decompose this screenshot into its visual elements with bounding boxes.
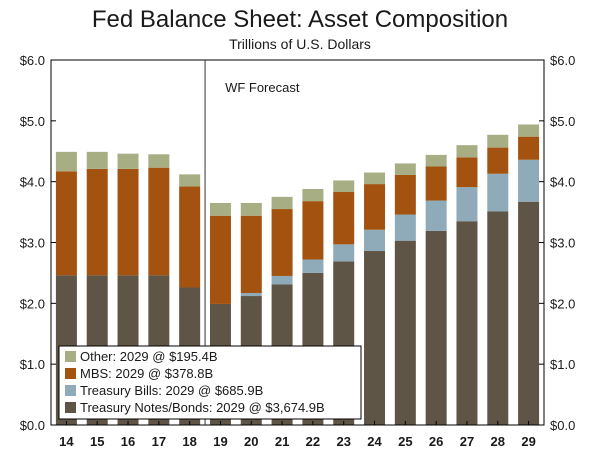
y-tick-label-left: $6.0 <box>20 53 45 68</box>
bar-segment-mbs-20 <box>240 215 262 293</box>
bar-segment-treasury-bills-21 <box>271 275 293 285</box>
legend-label: Other: 2029 @ $195.4B <box>80 349 218 364</box>
bar-segment-treasury-bills-29 <box>518 159 540 202</box>
x-tick-label: 14 <box>59 434 74 449</box>
x-tick-label: 29 <box>521 434 535 449</box>
bar-segment-treasury-bills-25 <box>394 214 416 241</box>
bar-segment-mbs-29 <box>518 136 540 160</box>
bar-segment-mbs-22 <box>302 201 324 260</box>
y-tick-label-left: $3.0 <box>20 236 45 251</box>
legend-swatch <box>65 368 76 379</box>
bar-segment-other-28 <box>487 134 509 148</box>
bar-segment-mbs-26 <box>425 166 447 201</box>
legend-swatch <box>65 402 76 413</box>
legend-swatch <box>65 351 76 362</box>
bar-segment-other-26 <box>425 154 447 167</box>
bar-segment-treasury-notes-bonds-24 <box>364 251 386 425</box>
x-tick-label: 28 <box>491 434 505 449</box>
y-tick-label-right: $3.0 <box>550 236 575 251</box>
bar-segment-other-29 <box>518 124 540 137</box>
bar-segment-mbs-28 <box>487 147 509 174</box>
bar-segment-mbs-17 <box>148 167 170 276</box>
y-tick-label-left: $5.0 <box>20 114 45 129</box>
bar-segment-mbs-27 <box>456 157 478 188</box>
x-tick-label: 19 <box>213 434 227 449</box>
bar-segment-mbs-21 <box>271 209 293 276</box>
x-tick-label: 21 <box>275 434 289 449</box>
bar-segment-other-23 <box>333 180 355 193</box>
legend-swatch <box>65 385 76 396</box>
chart-subtitle: Trillions of U.S. Dollars <box>229 36 371 52</box>
x-tick-label: 15 <box>90 434 104 449</box>
bar-segment-treasury-notes-bonds-28 <box>487 211 509 425</box>
bar-segment-other-19 <box>209 202 231 216</box>
bar-segment-other-25 <box>394 163 416 175</box>
x-tick-label: 20 <box>244 434 258 449</box>
bar-segment-other-27 <box>456 145 478 158</box>
y-tick-label-left: $2.0 <box>20 296 45 311</box>
y-tick-label-right: $6.0 <box>550 53 575 68</box>
x-tick-label: 23 <box>336 434 350 449</box>
x-tick-label: 17 <box>152 434 166 449</box>
bar-segment-mbs-23 <box>333 192 355 245</box>
bar-segment-treasury-bills-27 <box>456 187 478 222</box>
bar-segment-other-22 <box>302 188 324 202</box>
legend-label: Treasury Notes/Bonds: 2029 @ $3,674.9B <box>80 400 325 415</box>
bar-segment-treasury-notes-bonds-26 <box>425 230 447 425</box>
x-tick-label: 27 <box>460 434 474 449</box>
bar-segment-mbs-25 <box>394 174 416 215</box>
bar-segment-mbs-16 <box>117 168 139 276</box>
chart-title: Fed Balance Sheet: Asset Composition <box>91 6 509 33</box>
forecast-annotation: WF Forecast <box>225 80 300 95</box>
x-tick-label: 22 <box>306 434 320 449</box>
bar-segment-treasury-notes-bonds-27 <box>456 221 478 425</box>
bar-segment-other-21 <box>271 196 293 210</box>
y-tick-label-right: $0.0 <box>550 418 575 433</box>
legend-label: MBS: 2029 @ $378.8B <box>80 366 213 381</box>
bar-segment-other-18 <box>179 174 201 187</box>
y-tick-label-right: $2.0 <box>550 296 575 311</box>
bar-segment-other-16 <box>117 153 139 169</box>
bar-segment-treasury-bills-20 <box>240 292 262 297</box>
bar-segment-treasury-notes-bonds-25 <box>394 240 416 425</box>
bar-segment-other-20 <box>240 202 262 216</box>
bar-segment-other-24 <box>364 172 386 185</box>
bar-segment-mbs-15 <box>86 168 108 276</box>
y-tick-label-left: $1.0 <box>20 357 45 372</box>
bar-segment-treasury-bills-26 <box>425 200 447 231</box>
x-tick-label: 16 <box>121 434 135 449</box>
y-tick-label-right: $5.0 <box>550 114 575 129</box>
bar-segment-mbs-14 <box>55 171 77 276</box>
x-tick-label: 26 <box>429 434 443 449</box>
bar-segment-other-17 <box>148 154 170 168</box>
bar-segment-treasury-bills-28 <box>487 173 509 212</box>
bar-segment-mbs-19 <box>209 215 231 304</box>
legend: Other: 2029 @ $195.4B MBS: 2029 @ $378.8B… <box>58 345 362 420</box>
bar-segment-mbs-18 <box>179 186 201 288</box>
bar-segment-other-14 <box>55 151 77 172</box>
x-tick-label: 24 <box>367 434 382 449</box>
bar-segment-treasury-bills-23 <box>333 244 355 262</box>
axes: WF Forecast $0.0 $0.0 $1.0 $1.0 $2.0 $2.0 $3.0 $… <box>20 53 576 449</box>
x-tick-label: 25 <box>398 434 412 449</box>
bar-segment-treasury-notes-bonds-29 <box>518 201 540 425</box>
bar-segment-mbs-24 <box>364 184 386 230</box>
legend-box <box>58 345 362 420</box>
y-tick-label-right: $4.0 <box>550 175 575 190</box>
y-tick-label-right: $1.0 <box>550 357 575 372</box>
y-tick-label-left: $0.0 <box>20 418 45 433</box>
bar-segment-other-15 <box>86 151 108 169</box>
y-tick-label-left: $4.0 <box>20 175 45 190</box>
bar-segment-treasury-bills-24 <box>364 229 386 252</box>
x-tick-label: 18 <box>182 434 196 449</box>
legend-label: Treasury Bills: 2029 @ $685.9B <box>80 383 263 398</box>
bar-segment-treasury-bills-22 <box>302 259 324 273</box>
